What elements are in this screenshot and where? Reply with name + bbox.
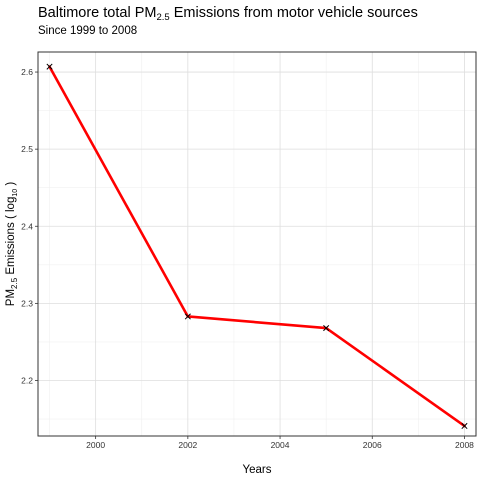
y-axis-label: PM2.5 Emissions ( log10 ) bbox=[5, 182, 19, 307]
y-label-subscript: 2.5 bbox=[10, 277, 19, 289]
x-tick-label: 2000 bbox=[86, 440, 105, 450]
data-point-marker bbox=[46, 63, 53, 70]
y-label-subscript-2: 10 bbox=[12, 189, 19, 197]
data-point-marker bbox=[184, 313, 191, 320]
chart-title-pre: Baltimore total PM bbox=[38, 5, 156, 21]
x-tick-label: 2008 bbox=[455, 440, 474, 450]
y-label-mid: Emissions ( log bbox=[5, 197, 17, 278]
chart-title-post: Emissions from motor vehicle sources bbox=[170, 5, 418, 21]
y-tick-label: 2.2 bbox=[21, 375, 33, 385]
data-point-marker bbox=[323, 324, 330, 332]
y-tick-label: 2.5 bbox=[21, 144, 33, 154]
chart-subtitle: Since 1999 to 2008 bbox=[38, 25, 137, 37]
emissions-series-line bbox=[48, 65, 466, 428]
x-tick-label: 2002 bbox=[178, 440, 197, 450]
x-tick-label: 2004 bbox=[271, 440, 290, 450]
y-label-post: ) bbox=[5, 182, 17, 189]
plot-area: 2000 2002 2004 2006 2008 2.2 2.3 2.4 2.5 2.6 bbox=[21, 51, 477, 450]
chart-title-subscript: 2.5 bbox=[156, 12, 169, 23]
chart-title: Baltimore total PM2.5 Emissions from mot… bbox=[38, 5, 418, 23]
y-tick-label: 2.6 bbox=[21, 67, 33, 77]
y-tick-label: 2.4 bbox=[21, 221, 33, 231]
x-tick-label: 2006 bbox=[363, 440, 382, 450]
y-label-pre: PM bbox=[5, 289, 17, 306]
plot-panel-border bbox=[37, 51, 477, 437]
x-axis-label: Years bbox=[243, 464, 272, 476]
data-point-marker bbox=[461, 422, 468, 430]
y-tick-label: 2.3 bbox=[21, 298, 33, 308]
